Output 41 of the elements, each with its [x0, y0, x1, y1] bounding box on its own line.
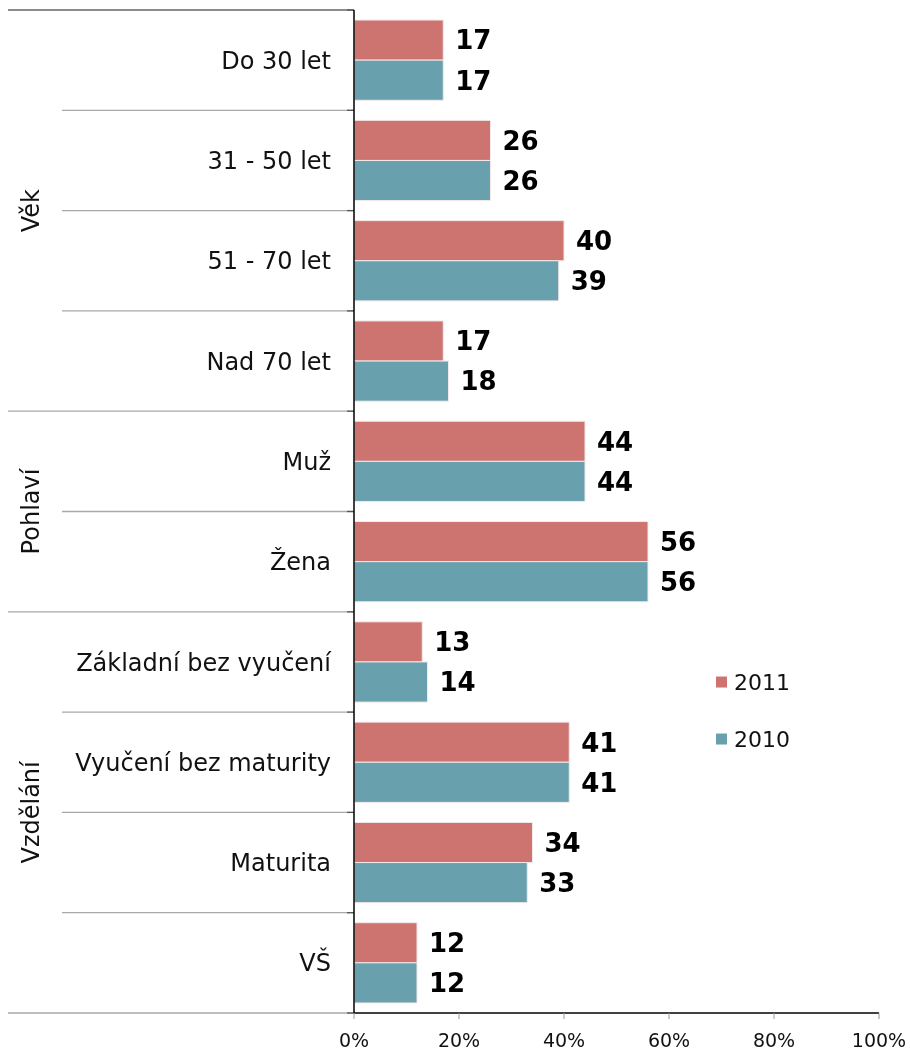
y-tick-label: Žena — [269, 547, 331, 577]
y-tick-label: 31 - 50 let — [207, 147, 331, 176]
x-tick-label: 80% — [752, 1029, 796, 1051]
data-label: 13 — [434, 627, 471, 658]
x-tick-label: 20% — [437, 1029, 481, 1051]
data-label: 44 — [597, 426, 634, 457]
data-label: 14 — [439, 667, 476, 698]
legend-label: 2010 — [734, 726, 790, 752]
data-label: 26 — [502, 165, 539, 196]
y-tick-label: Vyučení bez maturity — [75, 748, 331, 777]
y-tick-label: Nad 70 let — [206, 347, 331, 376]
data-label: 18 — [460, 366, 497, 397]
text: Vzdělání — [16, 759, 45, 864]
legend-label: 2011 — [734, 669, 790, 695]
data-label: 34 — [544, 827, 581, 858]
x-tick-label: 60% — [647, 1029, 691, 1051]
text: Pohlaví — [16, 467, 45, 555]
x-tick-label: 40% — [542, 1029, 586, 1051]
x-tick-label: 0% — [338, 1029, 370, 1051]
data-label: 41 — [581, 767, 618, 798]
y-tick-label: Do 30 let — [221, 46, 331, 75]
x-tick-label: 100% — [851, 1029, 907, 1051]
data-label: 33 — [539, 867, 576, 898]
data-label: 41 — [581, 727, 618, 758]
data-label: 40 — [576, 226, 613, 257]
data-label: 17 — [455, 65, 492, 96]
y-tick-label: Muž — [282, 447, 331, 476]
data-label: 17 — [455, 326, 492, 357]
data-label: 56 — [660, 526, 697, 557]
data-label: 26 — [502, 125, 539, 156]
y-tick-label: 51 - 70 let — [207, 247, 331, 276]
data-label: 12 — [429, 928, 466, 959]
y-tick-label: Základní bez vyučení — [76, 648, 333, 677]
text: Věk — [16, 188, 45, 233]
data-label: 56 — [660, 567, 697, 598]
y-tick-label: Maturita — [230, 849, 331, 878]
data-label: 44 — [597, 466, 634, 497]
data-label: 39 — [570, 266, 607, 297]
data-label: 17 — [455, 25, 492, 56]
y-tick-label: VŠ — [299, 947, 331, 978]
data-label: 12 — [429, 968, 466, 999]
